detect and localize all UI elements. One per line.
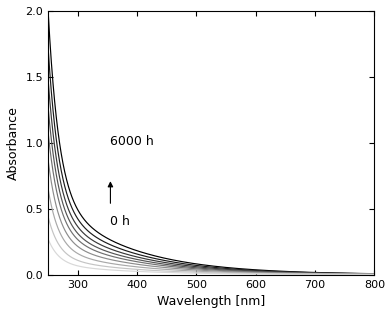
X-axis label: Wavelength [nm]: Wavelength [nm] xyxy=(157,295,265,308)
Text: 0 h: 0 h xyxy=(111,215,130,228)
Y-axis label: Absorbance: Absorbance xyxy=(7,106,20,180)
Text: 6000 h: 6000 h xyxy=(111,135,154,148)
